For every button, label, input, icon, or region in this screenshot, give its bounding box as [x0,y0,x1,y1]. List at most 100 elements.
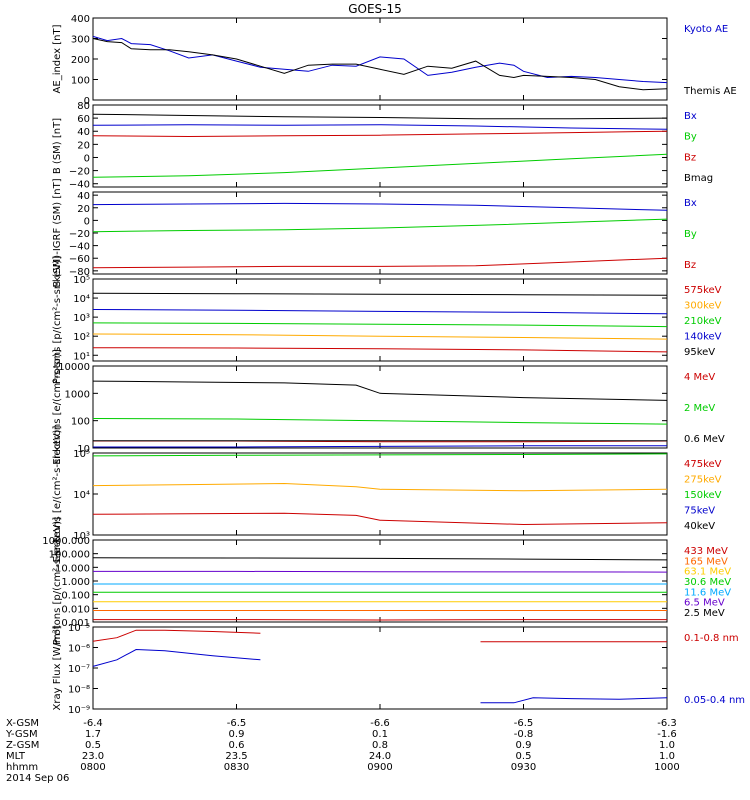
legend-entry: 300keV [684,301,722,312]
series-line-bz [92,257,668,269]
date-label: 2014 Sep 06 [6,773,69,784]
series-line-bx [92,202,668,211]
y-tick-label: 10 [77,444,90,455]
x-row-value: -6.5 [227,718,247,729]
series-line-75kev [93,445,667,448]
x-row-value: 0830 [224,762,249,773]
legend-entry: 140keV [684,332,722,343]
x-row-label: Z-GSM [6,740,39,751]
y-axis-label: Protons [p/(cm²-s-sr-keV)] [52,517,63,645]
y-tick-label: 10² [73,332,90,343]
x-row-value: 0.6 [229,740,245,751]
y-tick-label: 1.000 [61,577,90,588]
x-row-value: 0900 [367,762,392,773]
x-row-value: 0.5 [85,740,101,751]
legend-entry: By [684,132,697,143]
y-axis-label: B (SM) [nT] [52,118,63,174]
y-tick-label: 0.001 [61,618,90,629]
legend-entry: Kyoto AE [684,24,728,35]
legend-entry: 210keV [684,316,722,327]
legend-entry: 63.1 MeV [684,567,731,578]
series-line-140kev [92,309,668,315]
y-tick-label: 20 [77,140,90,151]
y-axis-label: Electrons [e/(cm²-s-sr)] [52,349,63,465]
x-row-label: Y-GSM [5,729,38,740]
legend-entry: Bx [684,198,697,209]
series-line-475kev [92,512,668,526]
legend-entry: 0.05-0.4 nm [684,695,745,706]
x-row-value: 0.1 [372,729,388,740]
y-axis-label: Electrons [e/(cm²-s-sr-keV)] [52,425,63,562]
legend-entry: 95keV [684,347,715,358]
x-row-value: 0800 [80,762,105,773]
series-line-575kev [92,347,668,353]
x-row-value: -1.6 [657,729,677,740]
panel-frame [92,626,668,710]
legend-entry: 11.6 MeV [684,587,731,598]
x-row-value: 0.9 [516,740,532,751]
panel-frame [92,452,668,536]
y-tick-label: 10000 [58,362,90,373]
series-line-bx [92,124,668,130]
panel-1: 0 100 200 300 400 AE_index [nT] Kyoto AE Themis… [52,14,737,107]
y-tick-label: −80 [69,267,90,278]
panel-7: 0.001 0.010 0.100 1.000 10.000 100.000 1000.00… [42,517,731,645]
x-row-value: 23.0 [82,751,104,762]
y-axis-label: Xray Flux [W/m²] [52,625,63,710]
y-tick-label: 10⁻⁶ [68,644,90,655]
y-tick-label: 10⁻⁷ [68,664,90,675]
y-tick-label: 100 [71,417,90,428]
legend-entry: Bz [684,260,696,271]
series-line-0-05-0-4-nm [92,648,261,667]
y-tick-label: 100.000 [49,550,90,561]
series-line-150kev [92,453,668,457]
y-tick-label: −20 [69,167,90,178]
legend-entry: Bmag [684,173,713,184]
x-row-value: -6.5 [514,718,534,729]
x-row-value: 0.8 [372,740,388,751]
y-tick-label: 300 [71,35,90,46]
y-tick-label: 10.000 [55,563,90,574]
y-tick-label: −60 [69,254,90,265]
x-row-label: MLT [6,751,26,762]
y-tick-label: 60 [77,114,90,125]
series-line-0-6-mev [92,380,668,401]
series-line-95kev [92,292,668,296]
series-line-by [92,218,668,233]
y-tick-label: 10³ [73,531,90,542]
series-line-2-mev [92,418,668,425]
legend-entry: 165 MeV [684,556,728,567]
series-line-0-1-0-8-nm [92,629,261,642]
y-tick-label: 0 [84,96,90,107]
x-row-label: X-GSM [6,718,39,729]
legend-entry: 30.6 MeV [684,577,731,588]
legend-entry: 433 MeV [684,546,728,557]
panel-frame [92,539,668,623]
y-tick-label: −20 [69,229,90,240]
panel-2: −40 −20 0 20 40 60 80 B (SM) [nT] Bx By Bz Bmag [52,101,713,191]
legend-entry: 75keV [684,506,715,517]
legend-entry: 0.6 MeV [684,434,725,445]
legend-entry: By [684,229,697,240]
y-tick-label: 0 [84,153,90,164]
x-row-value: 1.0 [659,740,675,751]
legend-entry: 0.1-0.8 nm [684,633,739,644]
x-row-value: -0.8 [514,729,534,740]
legend-entry: 4 MeV [684,372,715,383]
panel-4: 10¹ 10² 10³ 10⁴ 10⁵ Protons [p/(cm²-s-sr-keV)… [52,256,722,384]
y-tick-label: −40 [69,180,90,191]
x-row-value: -6.4 [83,718,103,729]
series-line-themis-ae [92,38,668,91]
series-line-by [92,153,668,178]
y-tick-label: 10⁵ [73,449,90,460]
y-axis-label: Protons [p/(cm²-s-sr-keV)] [52,256,63,384]
x-row-value: 0930 [511,762,536,773]
y-tick-label: 40 [77,127,90,138]
y-tick-label: 1000.000 [42,536,90,547]
x-row-value: 0.9 [229,729,245,740]
y-tick-label: 200 [71,55,90,66]
